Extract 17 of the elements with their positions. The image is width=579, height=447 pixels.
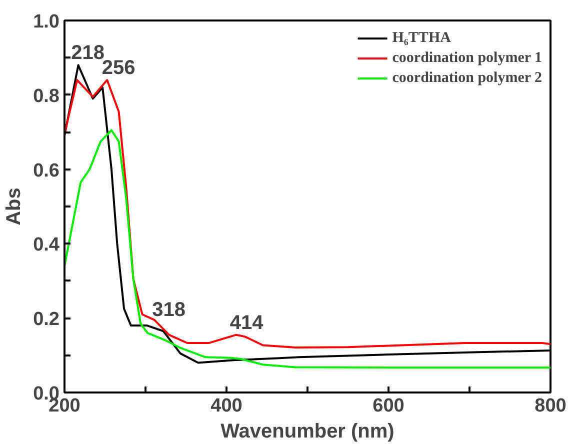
line-series bbox=[64, 129, 550, 369]
x-tick-label: 600 bbox=[372, 396, 404, 416]
legend-label: H₆TTHA bbox=[392, 30, 451, 46]
y-axis-title: Abs bbox=[3, 188, 26, 226]
legend-label: coordination polymer 1 bbox=[392, 50, 542, 66]
y-tick-label: 0.8 bbox=[33, 86, 60, 107]
y-tick-label: 0.6 bbox=[33, 160, 60, 182]
annotation: 318 bbox=[152, 298, 186, 321]
x-tick-label: 400 bbox=[210, 396, 242, 416]
x-axis-title: Wavenumber (nm) bbox=[220, 420, 394, 442]
text: 1.0 bbox=[33, 12, 60, 32]
y-tick-label: 0.2 bbox=[33, 309, 60, 330]
annotation: 256 bbox=[102, 57, 136, 80]
legend-label: coordination polymer 2 bbox=[392, 70, 542, 86]
x-tick-label: 800 bbox=[534, 396, 566, 416]
annotation: 414 bbox=[230, 312, 264, 334]
y-tick-label: 0.4 bbox=[33, 234, 60, 256]
